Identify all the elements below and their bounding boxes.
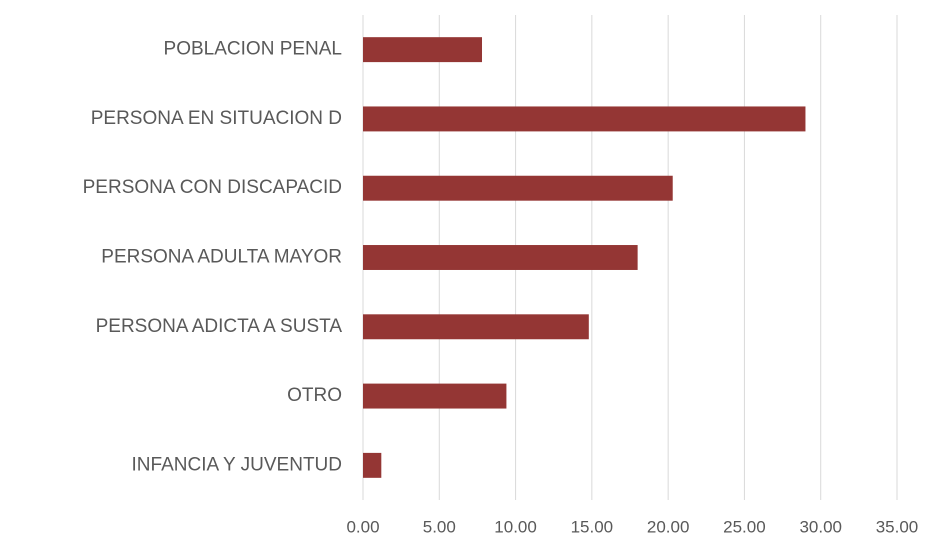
x-tick-label: 25.00	[723, 517, 766, 536]
bar	[363, 175, 673, 201]
x-tick-label: 15.00	[571, 517, 614, 536]
y-tick-label: OTRO	[287, 385, 342, 406]
bar	[363, 452, 382, 478]
x-tick-label: 20.00	[647, 517, 690, 536]
x-tick-label: 35.00	[876, 517, 919, 536]
y-tick-label: PERSONA EN SITUACION D	[91, 108, 342, 129]
bar	[363, 106, 806, 132]
y-tick-label: INFANCIA Y JUVENTUD	[132, 454, 342, 475]
y-tick-label: PERSONA ADICTA A SUSTA	[96, 316, 343, 337]
x-tick-label: 30.00	[799, 517, 842, 536]
y-tick-label: PERSONA CON DISCAPACID	[83, 177, 342, 198]
y-tick-label: PERSONA ADULTA MAYOR	[101, 247, 342, 268]
y-tick-label: POBLACION PENAL	[164, 39, 342, 60]
x-tick-label: 5.00	[423, 517, 456, 536]
x-tick-label: 0.00	[346, 517, 379, 536]
bar	[363, 37, 483, 63]
bar	[363, 314, 589, 340]
bar	[363, 245, 638, 270]
x-tick-label: 10.00	[494, 517, 537, 536]
bar	[363, 383, 507, 409]
